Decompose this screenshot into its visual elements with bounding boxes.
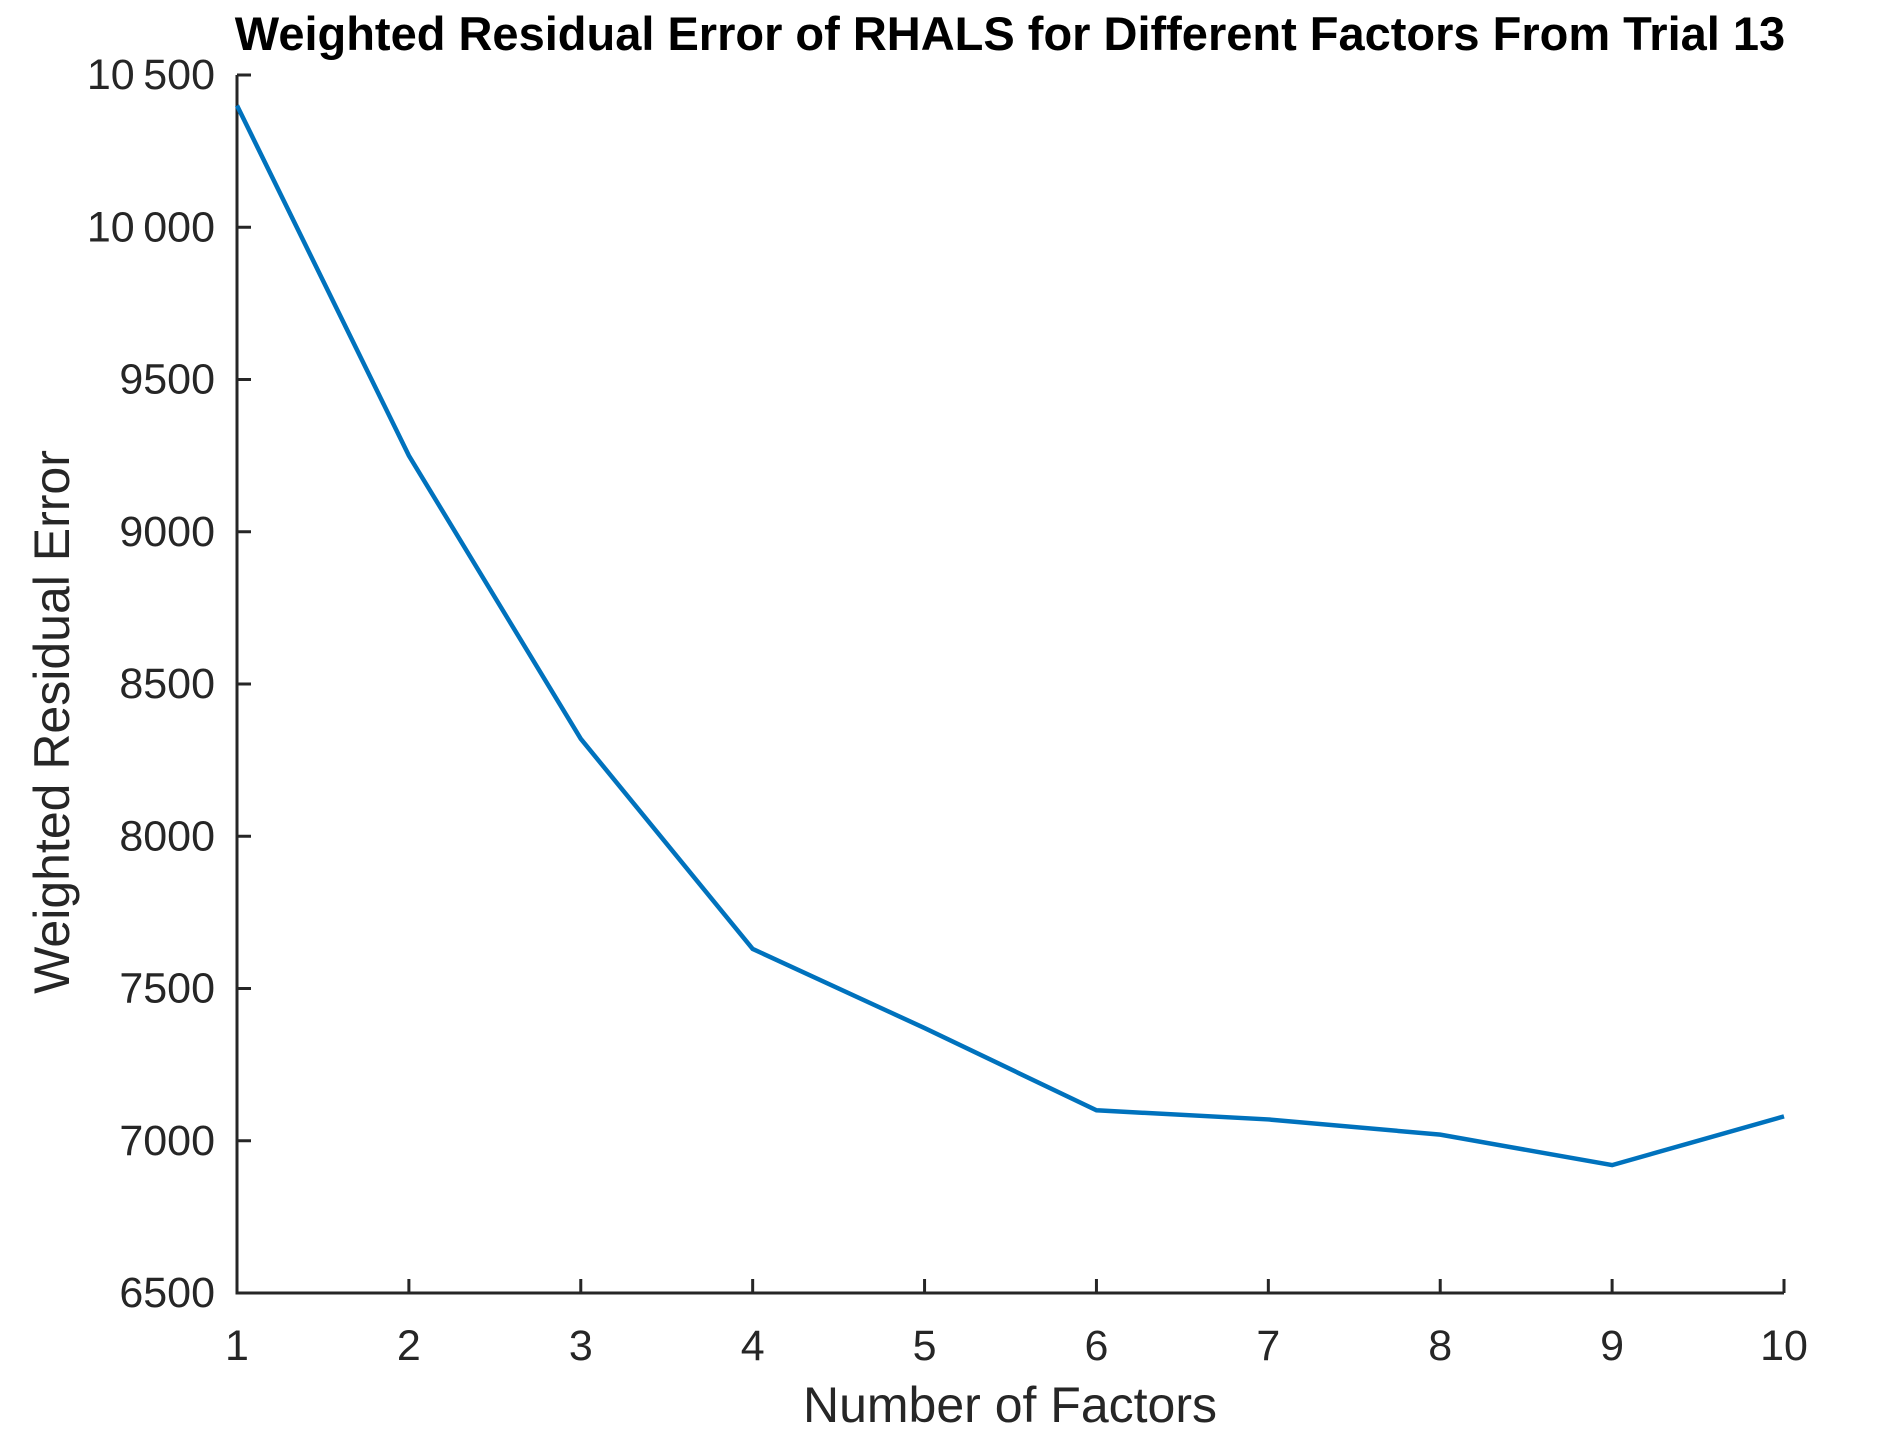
y-tick-label: 9500: [119, 356, 215, 404]
y-tick-label: 8500: [119, 660, 215, 708]
x-tick-label: 9: [1600, 1322, 1624, 1370]
x-tick-label: 1: [225, 1322, 249, 1370]
x-tick-label: 3: [569, 1322, 593, 1370]
x-tick-label: 2: [397, 1322, 421, 1370]
y-tick-label: 7500: [119, 965, 215, 1013]
y-axis-label: Weighted Residual Error: [24, 450, 80, 994]
y-tick-label: 10 500: [87, 51, 215, 99]
y-tick-label: 10 000: [87, 203, 215, 251]
y-tick-label: 7000: [119, 1117, 215, 1165]
y-tick-label: 6500: [119, 1269, 215, 1317]
y-tick-label: 8000: [119, 812, 215, 860]
x-tick-label: 10: [1760, 1322, 1808, 1370]
x-tick-label: 6: [1084, 1322, 1108, 1370]
x-tick-label: 7: [1256, 1322, 1280, 1370]
x-axis-label: Number of Factors: [802, 1377, 1218, 1433]
y-tick-label: 9000: [119, 508, 215, 556]
axes-lines: [235, 75, 1784, 1295]
data-line: [234, 104, 1785, 1168]
x-tick-label: 4: [741, 1322, 765, 1370]
x-tick-label: 8: [1428, 1322, 1452, 1370]
x-tick-label: 5: [913, 1322, 937, 1370]
chart-title: Weighted Residual Error of RHALS for Dif…: [234, 7, 1786, 60]
